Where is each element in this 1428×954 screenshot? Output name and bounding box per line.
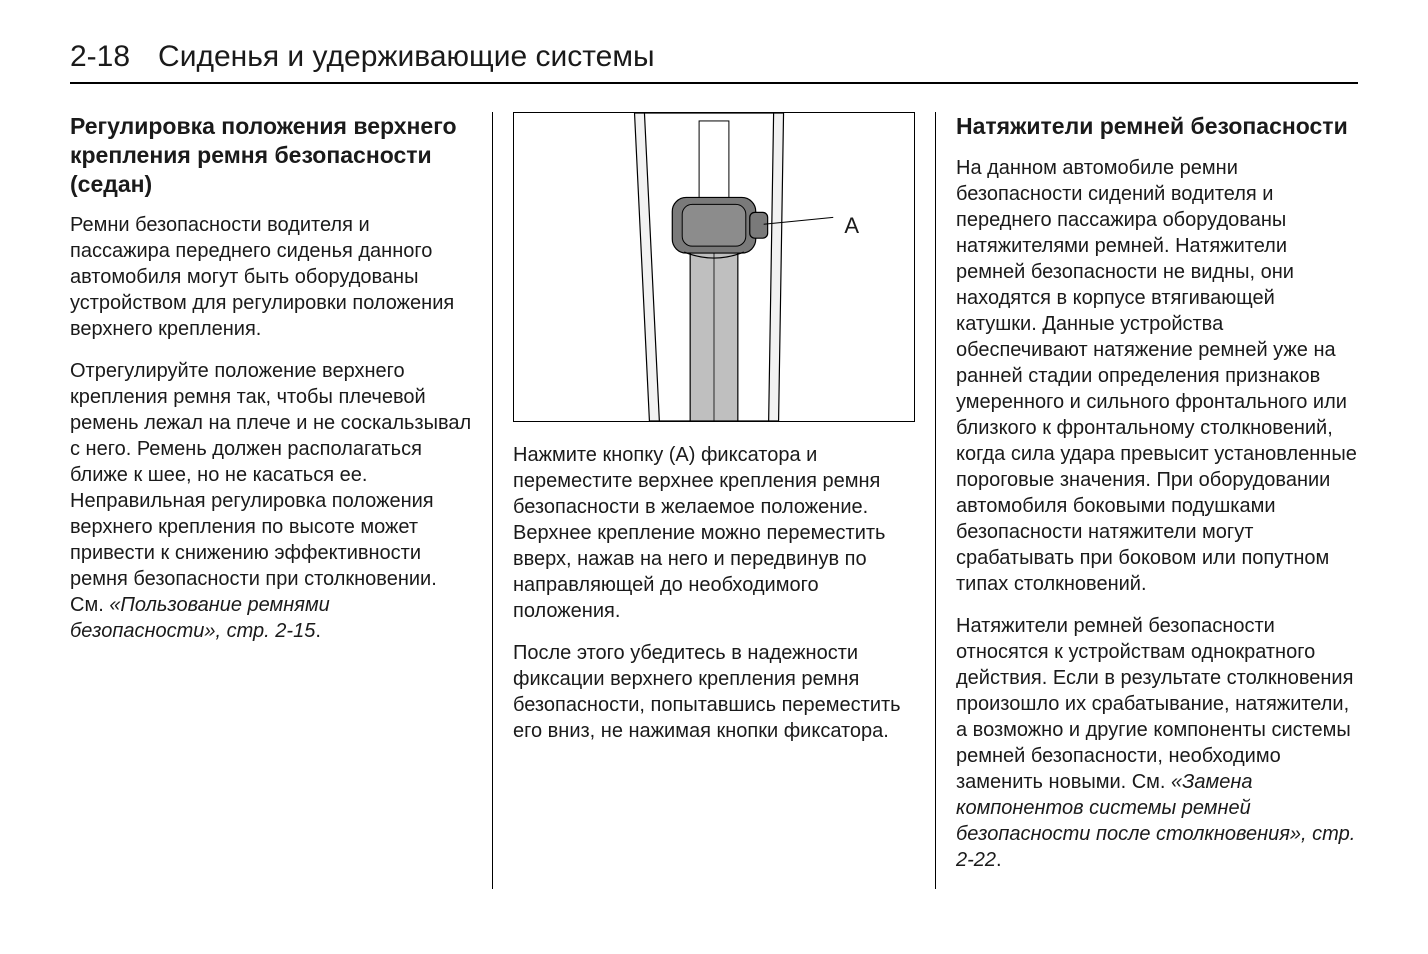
paragraph: Нажмите кнопку (A) фиксатора и перемести… — [513, 442, 915, 624]
cross-reference: «Пользование ремнями безопасности», стр.… — [70, 594, 330, 642]
section-heading: Регулировка положения верхнего крепления… — [70, 112, 472, 198]
seatbelt-illustration-icon — [514, 113, 914, 421]
column-middle: A Нажмите кнопку (A) фиксатора и перемес… — [492, 112, 935, 889]
section-heading: Натяжители ремней безопасности — [956, 112, 1358, 141]
text-run: Отрегулируйте положение верхнего креплен… — [70, 360, 471, 616]
column-left: Регулировка положения верхнего крепления… — [70, 112, 492, 889]
figure-callout-label: A — [844, 213, 859, 239]
paragraph: Отрегулируйте положение верхнего креплен… — [70, 358, 472, 644]
text-run: . — [315, 620, 321, 642]
adjuster-slider-icon — [672, 197, 767, 253]
paragraph: На данном автомобиле ремни безопасности … — [956, 155, 1358, 597]
paragraph: Натяжители ремней безопасности относятся… — [956, 613, 1358, 873]
column-right: Натяжители ремней безопасности На данном… — [935, 112, 1358, 889]
figure-seatbelt-adjuster: A — [513, 112, 915, 422]
text-run: Натяжители ремней безопасности относятся… — [956, 615, 1353, 793]
content-columns: Регулировка положения верхнего крепления… — [70, 112, 1358, 889]
page-number: 2-18 — [70, 40, 130, 74]
chapter-title: Сиденья и удерживающие системы — [158, 40, 654, 74]
paragraph: Ремни безопасности водителя и пассажира … — [70, 212, 472, 342]
text-run: . — [996, 849, 1002, 871]
page-header: 2-18 Сиденья и удерживающие системы — [70, 40, 1358, 84]
manual-page: 2-18 Сиденья и удерживающие системы Регу… — [0, 0, 1428, 939]
paragraph: После этого убедитесь в надежности фикса… — [513, 640, 915, 744]
